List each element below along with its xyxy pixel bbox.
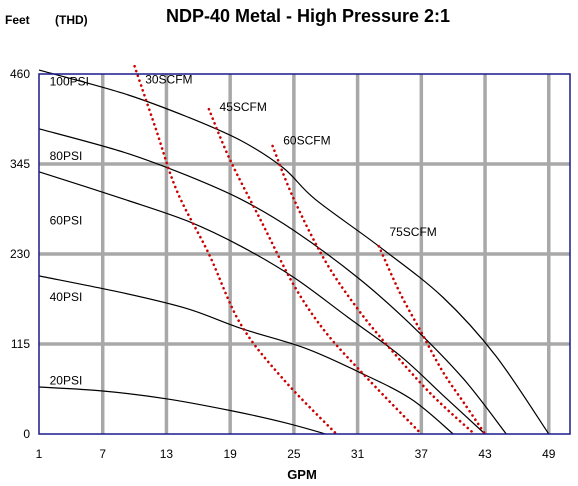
grid bbox=[39, 74, 570, 434]
y-tick-label: 230 bbox=[10, 247, 30, 261]
curve-label-80psi: 80PSI bbox=[50, 149, 83, 163]
curve-60psi bbox=[38, 171, 486, 435]
chart-title: NDP-40 Metal - High Pressure 2:1 bbox=[166, 6, 450, 26]
y-tick-label: 0 bbox=[23, 427, 30, 441]
y-tick-label: 115 bbox=[11, 337, 30, 351]
x-tick-label: 31 bbox=[351, 447, 365, 461]
x-tick-label: 43 bbox=[478, 447, 492, 461]
curve-60scfm bbox=[271, 144, 476, 436]
curve-40psi bbox=[38, 275, 454, 435]
tick-labels: 1 7 13 19 25 31 37 43 49 0 115 230 345 460 bbox=[10, 67, 556, 461]
curve-label-20psi: 20PSI bbox=[50, 374, 83, 388]
curve-75scfm bbox=[377, 244, 487, 436]
plot-frame bbox=[38, 73, 571, 435]
curve-100psi bbox=[38, 69, 550, 435]
x-tick-label: 13 bbox=[160, 447, 174, 461]
curve-label-40psi: 40PSI bbox=[50, 290, 83, 304]
curve-20psi bbox=[38, 386, 326, 435]
curve-30scfm bbox=[133, 64, 338, 436]
curve-label-75scfm: 75SCFM bbox=[389, 225, 436, 239]
air-consumption-curves bbox=[133, 64, 487, 436]
curve-label-60psi: 60PSI bbox=[50, 213, 83, 227]
y-tick-label: 460 bbox=[10, 67, 30, 81]
x-tick-label: 25 bbox=[287, 447, 301, 461]
x-tick-label: 37 bbox=[415, 447, 429, 461]
curve-45scfm bbox=[207, 107, 423, 436]
y-axis-unit-label: (THD) bbox=[55, 13, 88, 27]
curve-label-45scfm: 45SCFM bbox=[220, 100, 267, 114]
x-tick-label: 49 bbox=[542, 447, 556, 461]
y-tick-label: 345 bbox=[10, 157, 30, 171]
x-tick-label: 7 bbox=[99, 447, 106, 461]
curve-labels: 100PSI 80PSI 60PSI 40PSI 20PSI 30SCFM 45SCFM 60… bbox=[50, 72, 437, 387]
x-tick-label: 1 bbox=[36, 447, 43, 461]
x-axis-label: GPM bbox=[287, 467, 317, 482]
x-tick-label: 19 bbox=[223, 447, 237, 461]
curve-label-60scfm: 60SCFM bbox=[283, 133, 330, 147]
curve-label-100psi: 100PSI bbox=[50, 75, 89, 89]
y-axis-label: Feet bbox=[5, 13, 30, 27]
pressure-curves bbox=[38, 69, 550, 435]
curve-label-30scfm: 30SCFM bbox=[145, 72, 192, 86]
curve-80psi bbox=[38, 128, 507, 435]
